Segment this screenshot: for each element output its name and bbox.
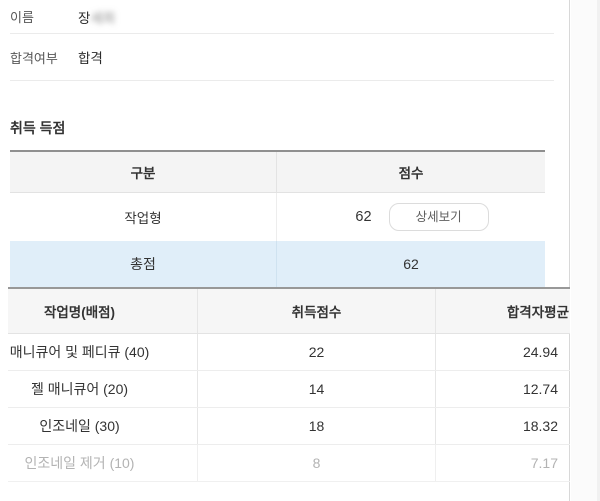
- score-header-score: 점수: [398, 166, 424, 181]
- detail-header-task: 작업명(배점): [8, 289, 198, 333]
- name-label: 이름: [10, 10, 34, 25]
- pass-status-value: 합격: [78, 51, 103, 66]
- name-row: 이름 장세희: [10, 0, 554, 34]
- page-right-margin: [571, 0, 600, 501]
- task-average: 12.74: [522, 381, 558, 397]
- score-section-title: 취득 득점: [10, 120, 66, 136]
- table-row-manicure-pedicure: 매니큐어 및 페디큐 (40) 22 24.94: [8, 334, 570, 371]
- content-panel: 이름 장세희 합격여부 합격 취득 득점 구분 점수 작업형 62 상세보기: [8, 0, 570, 501]
- work-type-label: 작업형: [10, 193, 277, 241]
- pass-status-label: 합격여부: [10, 50, 58, 66]
- table-row-total: 총점 62: [10, 241, 545, 287]
- task-score: 8: [198, 445, 436, 481]
- score-header-category: 구분: [10, 152, 277, 192]
- table-row-artificial-nail-removal: 인조네일 제거 (10) 8 7.17: [8, 445, 570, 482]
- name-value: 장세희: [78, 7, 115, 27]
- task-score: 22: [198, 334, 436, 370]
- total-score: 62: [403, 256, 419, 272]
- view-details-button[interactable]: 상세보기: [388, 202, 489, 232]
- detail-header-average: 합격자평균: [506, 305, 569, 320]
- score-summary-table: 구분 점수 작업형 62 상세보기 총점 62: [10, 150, 545, 287]
- name-visible-part: 장: [78, 10, 91, 26]
- task-average: 24.94: [522, 344, 558, 360]
- work-type-score: 62: [355, 209, 372, 225]
- detail-header-score: 취득점수: [198, 289, 436, 333]
- task-name: 젤 매니큐어 (20): [8, 371, 198, 407]
- task-detail-table: 작업명(배점) 취득점수 합격자평균 매니큐어 및 페디큐 (40) 22 24…: [8, 287, 570, 482]
- pass-status-row: 합격여부 합격: [10, 34, 554, 81]
- total-label: 총점: [10, 241, 277, 287]
- task-name: 매니큐어 및 페디큐 (40): [8, 334, 198, 370]
- work-type-score-cell: 62 상세보기: [277, 193, 545, 241]
- task-score: 18: [198, 408, 436, 444]
- score-table-header: 구분 점수: [10, 152, 545, 193]
- task-score: 14: [198, 371, 436, 407]
- table-row-gel-manicure: 젤 매니큐어 (20) 14 12.74: [8, 371, 570, 408]
- task-average: 7.17: [530, 455, 558, 471]
- task-name: 인조네일 제거 (10): [8, 445, 198, 481]
- detail-table-header: 작업명(배점) 취득점수 합격자평균: [8, 289, 570, 334]
- task-name: 인조네일 (30): [8, 408, 198, 444]
- task-average: 18.32: [522, 418, 558, 434]
- table-row-work-type: 작업형 62 상세보기: [10, 193, 545, 241]
- table-row-artificial-nail: 인조네일 (30) 18 18.32: [8, 408, 570, 445]
- name-masked-part: 세희: [90, 10, 116, 26]
